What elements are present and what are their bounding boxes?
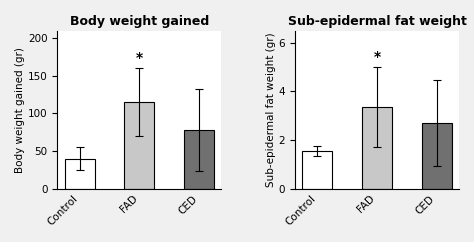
Title: Sub-epidermal fat weight: Sub-epidermal fat weight bbox=[288, 15, 466, 28]
Bar bbox=[184, 130, 214, 189]
Y-axis label: Sub-epidermal fat weight (gr): Sub-epidermal fat weight (gr) bbox=[266, 32, 276, 187]
Text: *: * bbox=[374, 50, 381, 64]
Bar bbox=[124, 102, 154, 189]
Bar bbox=[302, 151, 332, 189]
Text: *: * bbox=[136, 51, 143, 65]
Bar bbox=[422, 123, 452, 189]
Title: Body weight gained: Body weight gained bbox=[70, 15, 209, 28]
Bar bbox=[65, 159, 94, 189]
Y-axis label: Body weight gained (gr): Body weight gained (gr) bbox=[15, 47, 25, 173]
Bar bbox=[362, 107, 392, 189]
